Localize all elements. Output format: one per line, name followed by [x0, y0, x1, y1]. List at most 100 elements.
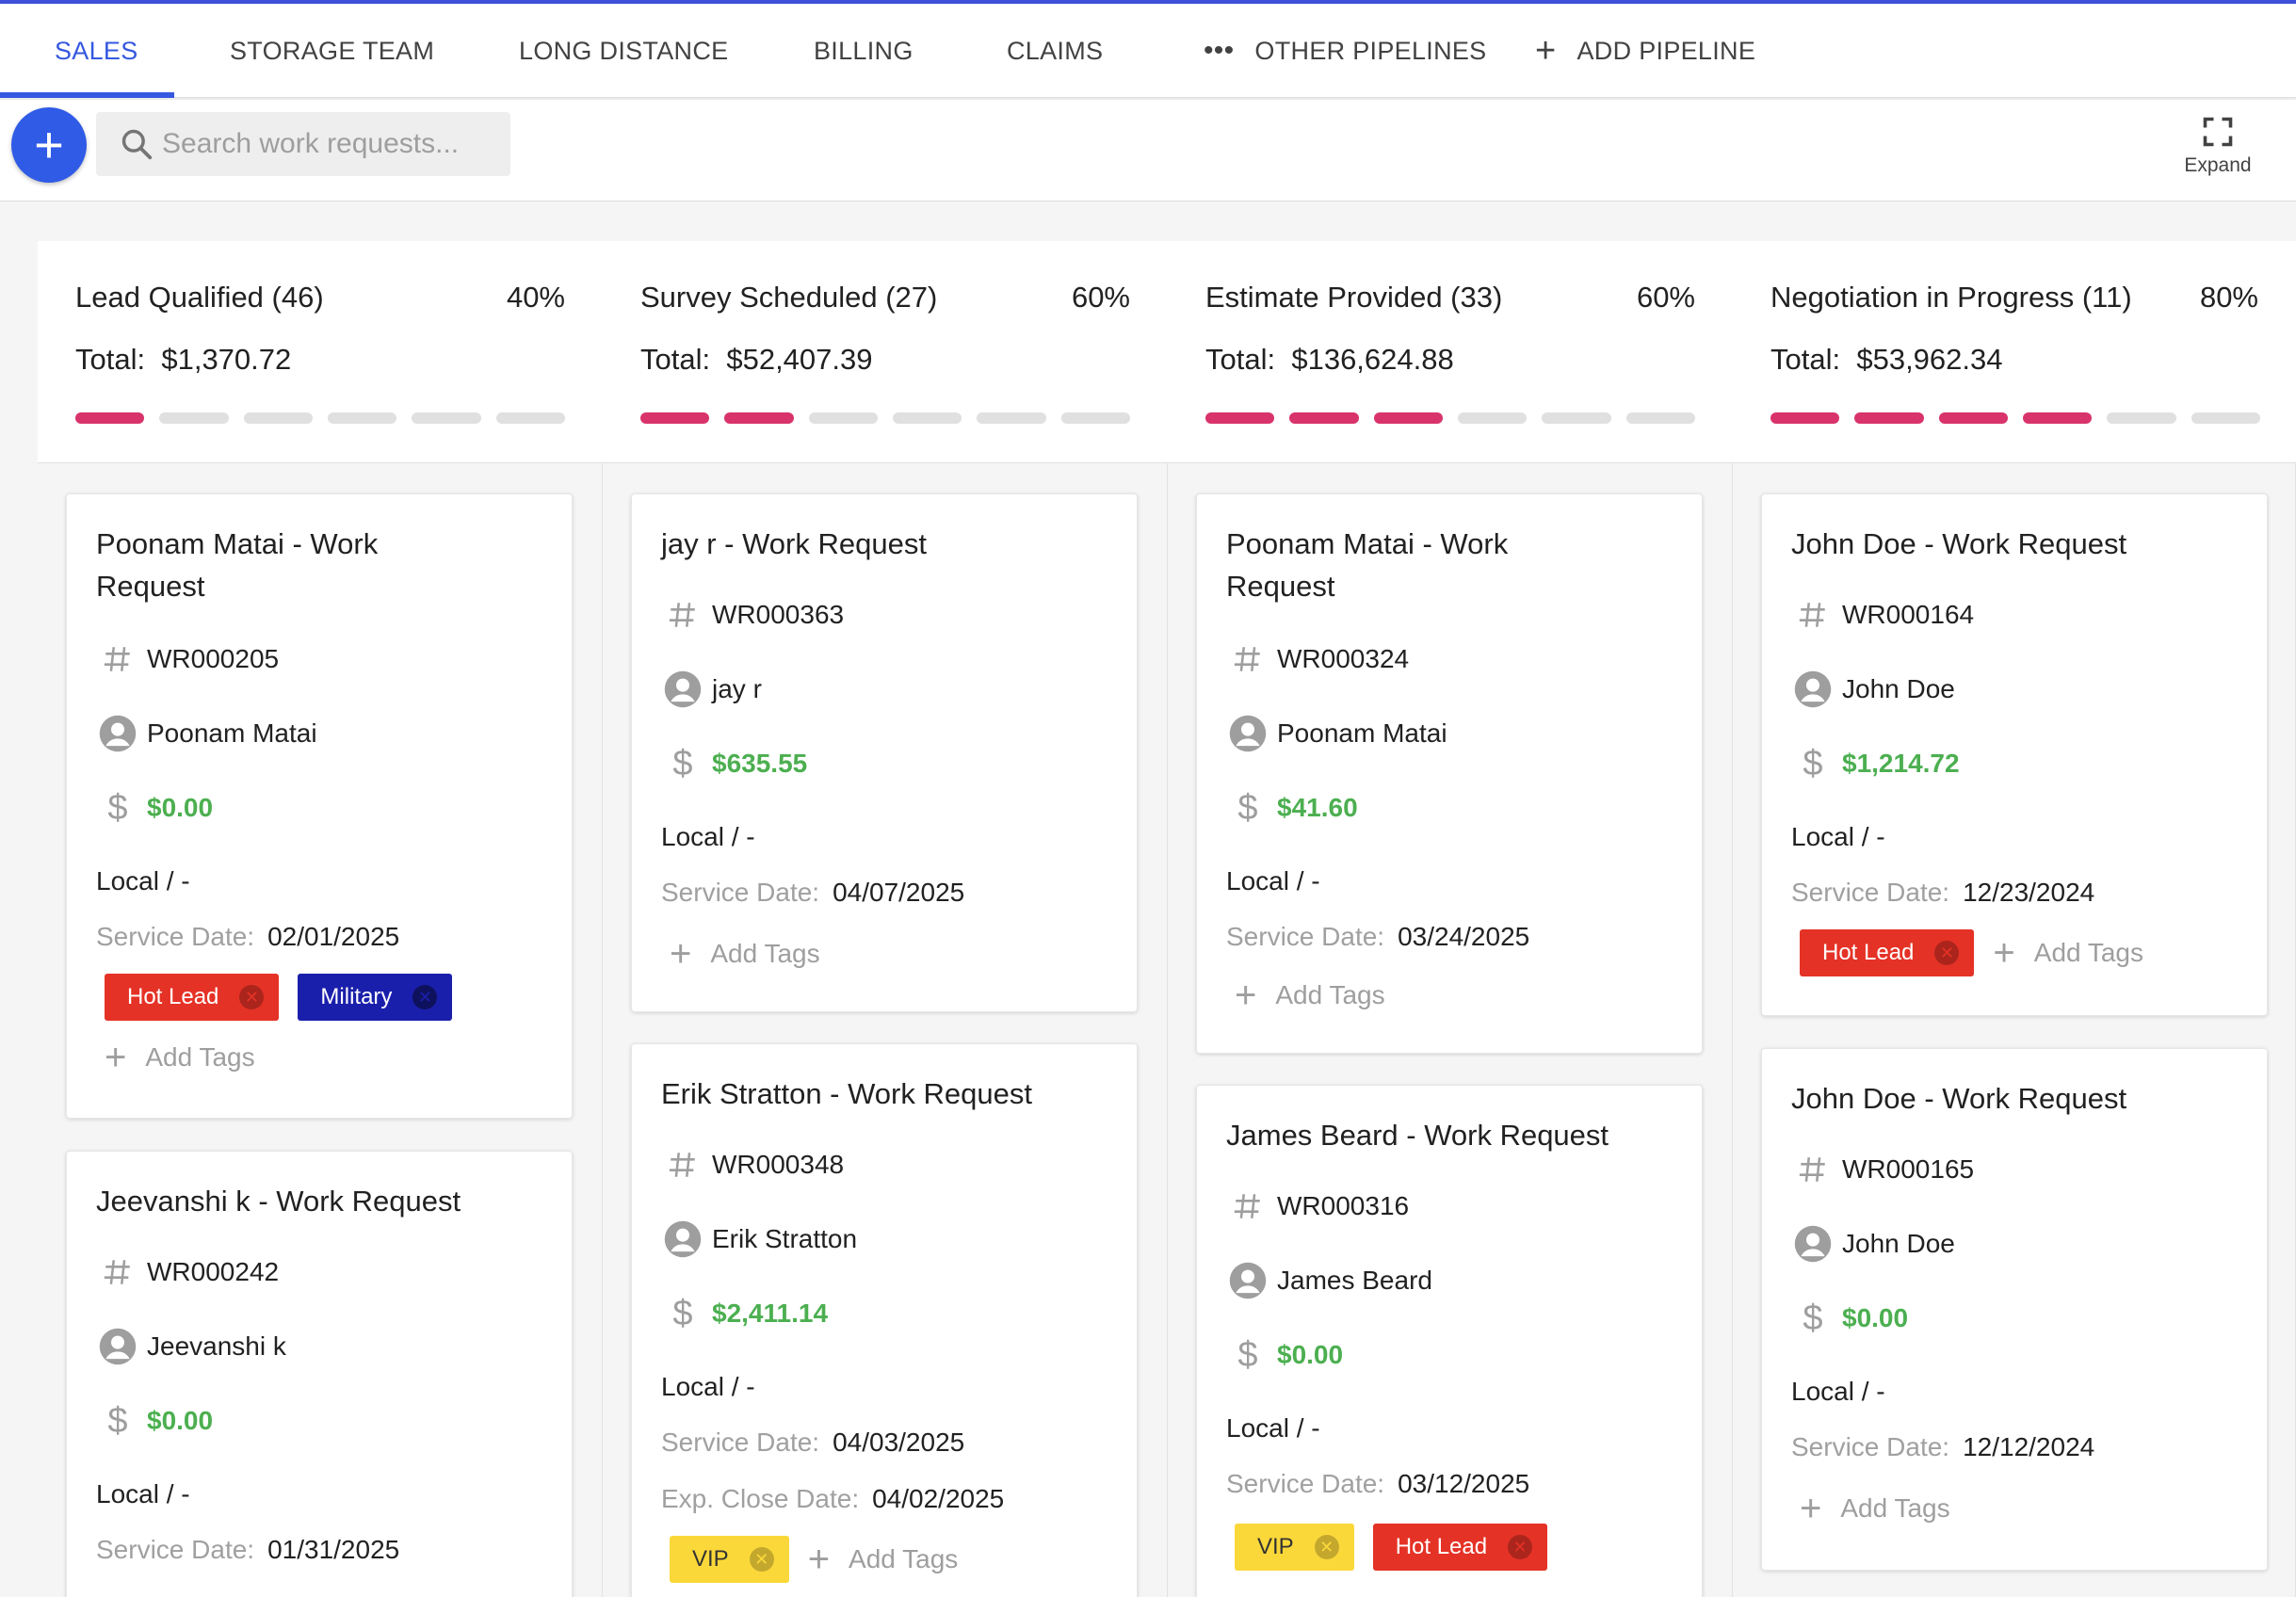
service-date-label: Service Date: [661, 878, 820, 907]
work-request-card[interactable]: Jeevanshi k - Work Request WR000242 Jeev… [66, 1151, 573, 1597]
tab-billing[interactable]: BILLING [814, 4, 914, 98]
person-icon [661, 1218, 704, 1261]
tag-vip: VIP ✕ [1235, 1524, 1354, 1571]
column-title: Survey Scheduled (27) [640, 281, 938, 314]
remove-tag-icon[interactable]: ✕ [749, 1547, 774, 1572]
column-header: Estimate Provided (33) 60% Total: $136,6… [1168, 241, 1733, 463]
card-amount-row: $ $0.00 [96, 1399, 213, 1443]
add-work-request-button[interactable]: + [11, 107, 87, 183]
service-date-value: 01/31/2025 [267, 1535, 400, 1564]
progress-segment [1854, 412, 1924, 424]
hash-icon [1226, 637, 1269, 681]
toolbar: + Expand [0, 100, 2296, 202]
remove-tag-icon[interactable]: ✕ [239, 985, 265, 1009]
service-date-value: 04/07/2025 [833, 878, 965, 907]
work-request-card[interactable]: Erik Stratton - Work Request WR000348 Er… [631, 1043, 1138, 1597]
card-customer-row: John Doe [1791, 1222, 1955, 1266]
move-type: Local / - [1791, 822, 1885, 851]
move-type: Local / - [96, 1479, 190, 1508]
card-title: Poonam Matai - Work Request [96, 527, 379, 603]
card-customer-row: Erik Stratton [661, 1218, 857, 1261]
tab-label: LONG DISTANCE [519, 36, 729, 65]
dollar-icon: $ [1237, 1334, 1258, 1375]
progress-segment [243, 412, 313, 424]
tag-vip: VIP ✕ [670, 1536, 789, 1583]
card-customer-row: jay r [661, 668, 762, 711]
work-request-card[interactable]: Poonam Matai - Work Request WR000205 Poo… [66, 493, 573, 1119]
amount: $635.55 [712, 749, 808, 778]
progress-segment [412, 412, 481, 424]
dollar-icon: $ [107, 787, 128, 828]
search-input[interactable] [162, 128, 501, 160]
work-request-card[interactable]: John Doe - Work Request WR000164 John Do… [1761, 493, 2268, 1016]
work-request-card[interactable]: Poonam Matai - Work Request WR000324 Poo… [1196, 493, 1703, 1054]
progress-segment [2107, 412, 2176, 424]
card-amount-row: $ $0.00 [96, 786, 213, 830]
progress-segment [1938, 412, 2008, 424]
card-wr-row: WR000348 [661, 1143, 844, 1186]
tab-storage-team[interactable]: STORAGE TEAM [230, 4, 434, 98]
work-request-card[interactable]: James Beard - Work Request WR000316 Jame… [1196, 1085, 1703, 1597]
tag-hot-lead: Hot Lead ✕ [1800, 929, 1975, 976]
add-tags-button[interactable]: + Add Tags [105, 1039, 255, 1076]
work-request-card[interactable]: jay r - Work Request WR000363 jay r $ $6… [631, 493, 1138, 1012]
remove-tag-icon[interactable]: ✕ [1314, 1535, 1339, 1559]
plus-icon: + [807, 1539, 831, 1580]
search-box [96, 112, 510, 176]
tag-list: Hot Lead ✕ Military ✕ [105, 974, 453, 1021]
total-value: $136,624.88 [1291, 343, 1454, 376]
hash-icon [1226, 1185, 1269, 1228]
tab-claims[interactable]: CLAIMS [1007, 4, 1103, 98]
service-date-label: Service Date: [96, 922, 255, 951]
customer-name: John Doe [1842, 1229, 1955, 1258]
column-total: Total: $52,407.39 [640, 343, 873, 377]
column-percent: 60% [1071, 281, 1130, 314]
column-percent: 80% [2199, 281, 2258, 314]
hash-icon [661, 1143, 704, 1186]
tab-label: OTHER PIPELINES [1254, 36, 1487, 65]
tab-sales[interactable]: SALES [55, 4, 138, 98]
add-tags-button[interactable]: + Add Tags [1235, 976, 1385, 1014]
tag-list: Hot Lead ✕ + Add Tags [1800, 929, 2143, 976]
wr-number: WR000324 [1277, 644, 1410, 673]
card-amount-row: $ $0.00 [1226, 1333, 1343, 1377]
add-tags-button[interactable]: + Add Tags [1993, 934, 2143, 972]
customer-name: jay r [712, 674, 762, 703]
card-title: jay r - Work Request [661, 527, 927, 560]
remove-tag-icon[interactable]: ✕ [1934, 941, 1960, 965]
remove-tag-icon[interactable]: ✕ [412, 985, 438, 1009]
add-tags-button[interactable]: + Add Tags [1800, 1490, 1950, 1527]
add-tags-button[interactable]: + Add Tags [808, 1541, 959, 1578]
progress-segment [640, 412, 710, 424]
tab-add-pipeline[interactable]: + ADD PIPELINE [1535, 4, 1755, 98]
tab-long-distance[interactable]: LONG DISTANCE [519, 4, 728, 98]
service-date-value: 02/01/2025 [267, 922, 400, 951]
card-customer-row: Poonam Matai [96, 712, 317, 755]
card-amount-row: $ $0.00 [1791, 1297, 1908, 1340]
progress-segment [1289, 412, 1359, 424]
tag-label: Hot Lead [127, 984, 219, 1009]
stage-progress [640, 412, 1130, 424]
total-value: $52,407.39 [726, 343, 873, 376]
add-tags-button[interactable]: + Add Tags [670, 935, 820, 973]
tag-label: VIP [1257, 1534, 1294, 1559]
card-customer-row: Poonam Matai [1226, 712, 1447, 755]
plus-icon: + [1800, 1488, 1822, 1529]
expand-button[interactable]: Expand [2166, 109, 2270, 185]
remove-tag-icon[interactable]: ✕ [1508, 1535, 1533, 1559]
tab-label: STORAGE TEAM [230, 36, 435, 65]
wr-number: WR000165 [1842, 1154, 1975, 1184]
column-title: Lead Qualified (46) [75, 281, 324, 314]
exp-close-date-row: Exp. Close Date: 04/02/2025 [661, 1484, 1004, 1514]
tag-label: Hot Lead [1822, 940, 1915, 965]
column-estimate-provided: Estimate Provided (33) 60% Total: $136,6… [1168, 241, 1733, 1597]
card-title: Poonam Matai - Work Request [1226, 527, 1509, 603]
tag-label: VIP [692, 1546, 729, 1572]
card-wr-row: WR000324 [1226, 637, 1409, 681]
wr-number: WR000205 [147, 644, 280, 673]
amount: $0.00 [1842, 1303, 1909, 1332]
tab-other-pipelines[interactable]: ••• OTHER PIPELINES [1204, 4, 1487, 98]
tag-list: VIP ✕ Hot Lead ✕ [1235, 1524, 1548, 1571]
add-tags-row: + Add Tags [105, 1039, 255, 1076]
work-request-card[interactable]: John Doe - Work Request WR000165 John Do… [1761, 1048, 2268, 1571]
